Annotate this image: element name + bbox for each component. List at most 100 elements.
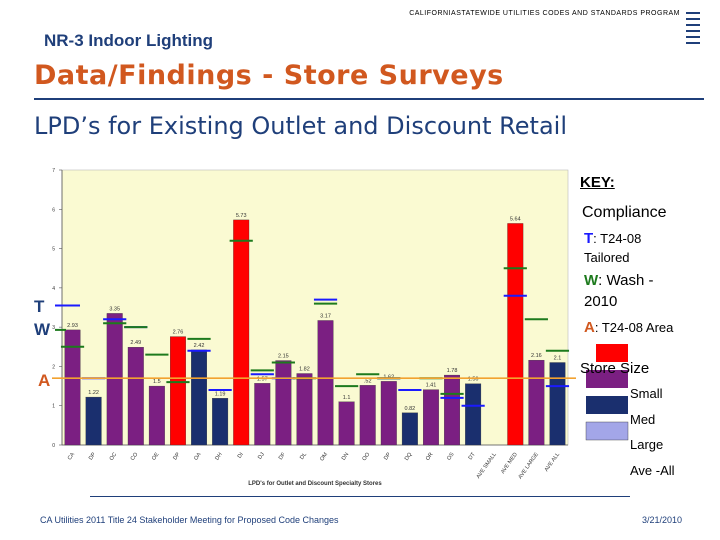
bar bbox=[254, 383, 271, 446]
bar-value-label: 5.64 bbox=[510, 216, 521, 222]
y-tick-label: 0 bbox=[52, 443, 55, 449]
key-a-area: A: T24-08 Area bbox=[584, 319, 673, 336]
key-compliance: Compliance bbox=[582, 204, 667, 221]
x-tick-label: OC bbox=[109, 452, 119, 462]
x-axis-title: LPD's for Outlet and Discount Specialty … bbox=[248, 481, 382, 487]
bar-value-label: 0.82 bbox=[405, 406, 416, 412]
key-w-text: : Wash - bbox=[598, 272, 654, 289]
topic-label: NR-3 Indoor Lighting bbox=[44, 31, 214, 50]
bar bbox=[528, 359, 545, 446]
key-t-text: : T24-08 bbox=[593, 231, 642, 246]
footer-meeting: CA Utilities 2011 Title 24 Stakeholder M… bbox=[40, 515, 339, 525]
bar-value-label: .52 bbox=[364, 378, 372, 384]
bar bbox=[170, 336, 186, 446]
x-tick-label: DP bbox=[383, 451, 392, 461]
bar bbox=[317, 320, 334, 446]
bar-value-label: 1.82 bbox=[299, 367, 310, 373]
x-tick-label: AVE SMALL bbox=[476, 452, 498, 480]
bar bbox=[549, 362, 566, 446]
bar bbox=[465, 383, 482, 446]
bar-value-label: 5.73 bbox=[236, 213, 247, 219]
x-tick-label: DF bbox=[278, 451, 287, 461]
bar-value-label: 1.41 bbox=[426, 383, 437, 389]
bar bbox=[275, 360, 292, 446]
page-subtitle: LPD’s for Existing Outlet and Discount R… bbox=[34, 112, 567, 140]
bar bbox=[191, 349, 207, 446]
bar bbox=[359, 385, 376, 446]
bar bbox=[148, 385, 165, 446]
key-a-text: : T24-08 Area bbox=[594, 320, 674, 335]
bar-value-label: 2.42 bbox=[194, 343, 205, 349]
bar-value-label: 1.1 bbox=[343, 395, 351, 401]
bar bbox=[212, 398, 229, 446]
bar bbox=[106, 313, 123, 446]
y-tick-label: 4 bbox=[52, 286, 55, 292]
bar bbox=[401, 412, 418, 446]
title-divider bbox=[34, 98, 704, 100]
x-tick-label: DN bbox=[341, 452, 350, 462]
x-tick-label: DJ bbox=[257, 452, 266, 461]
bar bbox=[296, 373, 313, 446]
key-large: Large bbox=[630, 437, 664, 452]
key-store-size: Store Size bbox=[580, 360, 650, 377]
key-t-prefix: T bbox=[584, 230, 594, 247]
bar bbox=[338, 401, 355, 446]
x-tick-label: OR bbox=[425, 452, 435, 462]
bar bbox=[507, 223, 524, 446]
y-tick-label: 3 bbox=[52, 325, 55, 331]
bar-value-label: 2.15 bbox=[278, 354, 289, 360]
key-w-prefix: W bbox=[584, 272, 599, 289]
x-tick-label: OE bbox=[151, 451, 161, 461]
x-tick-label: OA bbox=[193, 451, 203, 461]
bar-value-label: 1.78 bbox=[447, 368, 458, 374]
key-swatch-large bbox=[585, 421, 629, 441]
key-small: Small bbox=[630, 386, 663, 401]
x-tick-label: DH bbox=[214, 452, 223, 462]
key-t-tailored-line2: Tailored bbox=[584, 250, 630, 265]
bar-value-label: 2.16 bbox=[531, 353, 542, 359]
key-heading: KEY: bbox=[580, 174, 615, 191]
key-swatch-compliance bbox=[596, 344, 628, 362]
key-med: Med bbox=[630, 412, 656, 427]
bar bbox=[127, 347, 144, 446]
bar-value-label: 1.19 bbox=[215, 391, 226, 397]
x-tick-label: DQ bbox=[404, 451, 414, 462]
key-swatch-med bbox=[586, 396, 628, 414]
key-ave-all: Ave -All bbox=[630, 463, 675, 478]
x-tick-label: AVE LARGE bbox=[517, 451, 540, 480]
y-tick-label: 2 bbox=[52, 364, 55, 370]
key-w-wash-line2: 2010 bbox=[584, 293, 618, 310]
y-tick-label: 1 bbox=[52, 404, 55, 410]
x-tick-label: DP bbox=[88, 451, 97, 461]
x-tick-label: AVE MED bbox=[500, 452, 519, 475]
x-tick-label: OM bbox=[319, 451, 329, 462]
program-name: CALIFORNIASTATEWIDE UTILITIES CODES AND … bbox=[409, 10, 680, 17]
x-tick-label: DL bbox=[299, 452, 308, 461]
x-tick-label: AVE ALL bbox=[544, 452, 561, 473]
bar-value-label: 2.93 bbox=[67, 323, 78, 329]
bar-value-label: 3.35 bbox=[109, 306, 120, 312]
x-tick-label: OO bbox=[362, 451, 372, 462]
x-tick-label: CA bbox=[67, 451, 76, 461]
bar-value-label: 2.76 bbox=[173, 330, 184, 336]
bar-value-label: 2.1 bbox=[554, 356, 562, 362]
bar bbox=[423, 389, 439, 446]
bar bbox=[233, 219, 250, 446]
bar-value-label: 1.22 bbox=[88, 390, 99, 396]
x-tick-label: CO bbox=[130, 451, 140, 462]
footer-date: 3/21/2010 bbox=[641, 515, 682, 525]
key-t-tailored: T: T24-08 bbox=[584, 230, 641, 247]
y-tick-label: 6 bbox=[52, 207, 55, 213]
x-tick-label: DP bbox=[172, 451, 181, 461]
bar-value-label: 2.49 bbox=[130, 340, 141, 346]
bar bbox=[85, 396, 102, 446]
a-side-label: A bbox=[38, 371, 51, 390]
bar bbox=[64, 329, 81, 446]
bar-value-label: 1.57 bbox=[257, 376, 268, 382]
y-tick-label: 7 bbox=[52, 168, 55, 174]
footer-divider bbox=[90, 496, 630, 497]
t-side-label: T bbox=[34, 297, 45, 316]
y-tick-label: 5 bbox=[52, 247, 55, 253]
bar-value-label: 3.17 bbox=[320, 313, 331, 319]
